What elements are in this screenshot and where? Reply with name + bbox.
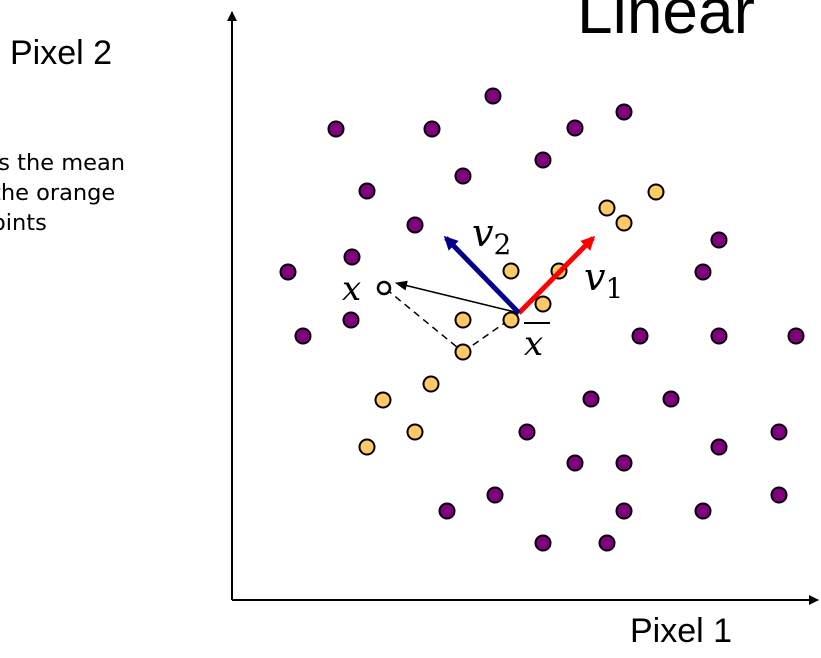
purple-point xyxy=(566,119,584,137)
purple-point xyxy=(438,502,456,520)
orange-point xyxy=(502,262,520,280)
v1-label: v1 xyxy=(584,255,623,305)
purple-point xyxy=(327,120,345,138)
purple-point xyxy=(787,327,805,345)
purple-point xyxy=(710,231,728,249)
slide-title: Linear xyxy=(577,0,755,47)
orange-point xyxy=(374,391,392,409)
orange-point xyxy=(454,343,472,361)
projection-dashed-line xyxy=(385,288,464,353)
purple-point xyxy=(566,454,584,472)
v2-label: v2 xyxy=(472,211,511,261)
purple-point xyxy=(294,327,312,345)
mean-symbol: x xyxy=(524,324,543,364)
purple-point xyxy=(662,390,680,408)
purple-point xyxy=(423,120,441,138)
orange-point xyxy=(502,311,520,329)
purple-point xyxy=(631,327,649,345)
purple-point xyxy=(598,534,616,552)
purple-point xyxy=(534,534,552,552)
purple-point xyxy=(518,423,536,441)
caption-line-3: oints xyxy=(0,210,47,236)
mean-to-x-arrow xyxy=(395,280,520,314)
x-label: x xyxy=(342,269,361,309)
x-axis-label: Pixel 1 xyxy=(630,612,733,650)
orange-point xyxy=(406,423,424,441)
purple-point xyxy=(279,263,297,281)
purple-point xyxy=(770,486,788,504)
x-point xyxy=(376,280,392,296)
orange-point xyxy=(534,295,552,313)
orange-point xyxy=(647,183,665,201)
caption-line-1: is the mean xyxy=(0,150,126,176)
orange-point xyxy=(598,199,616,217)
y-axis-label: Pixel 2 xyxy=(10,34,113,72)
mean-caption: is the mean the orange oints xyxy=(0,148,125,238)
orange-point xyxy=(358,438,376,456)
purple-point xyxy=(454,167,472,185)
purple-point xyxy=(582,390,600,408)
purple-point xyxy=(406,216,424,234)
purple-point xyxy=(342,311,360,329)
purple-point xyxy=(615,103,633,121)
mean-label: x xyxy=(524,322,550,364)
purple-point xyxy=(615,454,633,472)
purple-point xyxy=(694,263,712,281)
purple-point xyxy=(484,87,502,105)
purple-point xyxy=(486,486,504,504)
purple-point xyxy=(710,327,728,345)
purple-point xyxy=(534,151,552,169)
v2-arrow xyxy=(443,235,521,315)
purple-point xyxy=(770,423,788,441)
purple-point xyxy=(615,502,633,520)
orange-point xyxy=(615,214,633,232)
orange-point xyxy=(454,311,472,329)
purple-point xyxy=(358,182,376,200)
purple-point xyxy=(343,248,361,266)
caption-line-2: the orange xyxy=(0,180,116,206)
v1-arrow xyxy=(517,235,596,315)
purple-point xyxy=(694,502,712,520)
purple-point xyxy=(710,438,728,456)
orange-point xyxy=(422,375,440,393)
